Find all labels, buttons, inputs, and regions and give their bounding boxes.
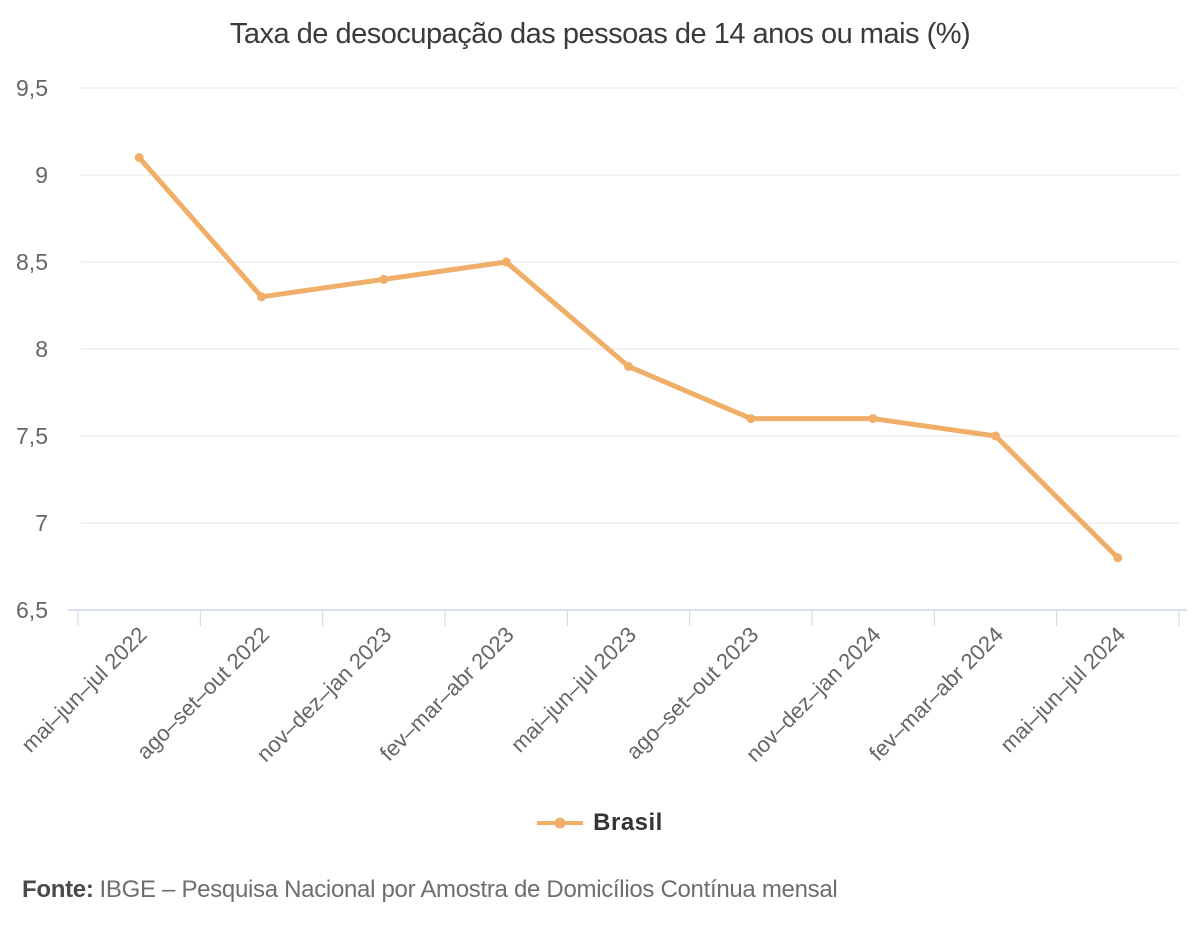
source-label: Fonte:	[22, 876, 94, 903]
y-tick-label: 8,5	[16, 249, 48, 275]
source-caption: Fonte: IBGE – Pesquisa Nacional por Amost…	[22, 876, 1178, 904]
x-tick-label: mai–jun–jul 2024	[995, 622, 1130, 757]
data-point-marker[interactable]	[379, 274, 389, 284]
series-line-brasil	[136, 155, 1121, 561]
data-point-marker[interactable]	[134, 153, 144, 163]
legend-line-marker-icon	[537, 817, 584, 829]
data-point-marker[interactable]	[257, 292, 266, 302]
y-tick-label: 6,5	[16, 597, 48, 623]
data-point-marker[interactable]	[501, 257, 511, 267]
legend-label: Brasil	[593, 809, 663, 836]
x-tick-label: fev–mar–abr 2024	[864, 622, 1008, 766]
y-tick-label: 8	[35, 336, 48, 362]
y-tick-label: 9,5	[16, 75, 48, 101]
y-tick-label: 9	[35, 162, 48, 188]
x-tick-label: nov–dez–jan 2023	[252, 622, 397, 767]
source-text: IBGE – Pesquisa Nacional por Amostra de …	[99, 876, 838, 903]
x-tick-label: fev–mar–abr 2023	[375, 622, 519, 766]
data-point-marker[interactable]	[746, 414, 756, 424]
data-point-marker[interactable]	[991, 431, 1000, 441]
y-tick-label: 7	[35, 510, 48, 536]
data-point-marker[interactable]	[868, 414, 878, 424]
y-tick-label: 7,5	[16, 423, 48, 449]
chart-title: Taxa de desocupação das pessoas de 14 an…	[229, 18, 971, 50]
x-tick-label: nov–dez–jan 2024	[741, 622, 886, 767]
data-point-marker[interactable]	[1113, 553, 1123, 563]
legend-item-brasil[interactable]: Brasil	[0, 806, 1200, 840]
data-point-marker[interactable]	[624, 361, 633, 371]
x-tick-label: mai–jun–jul 2022	[16, 622, 151, 757]
x-tick-label: ago–set–out 2023	[621, 622, 763, 764]
x-tick-label: mai–jun–jul 2023	[506, 622, 641, 757]
x-tick-label: ago–set–out 2022	[132, 622, 274, 764]
